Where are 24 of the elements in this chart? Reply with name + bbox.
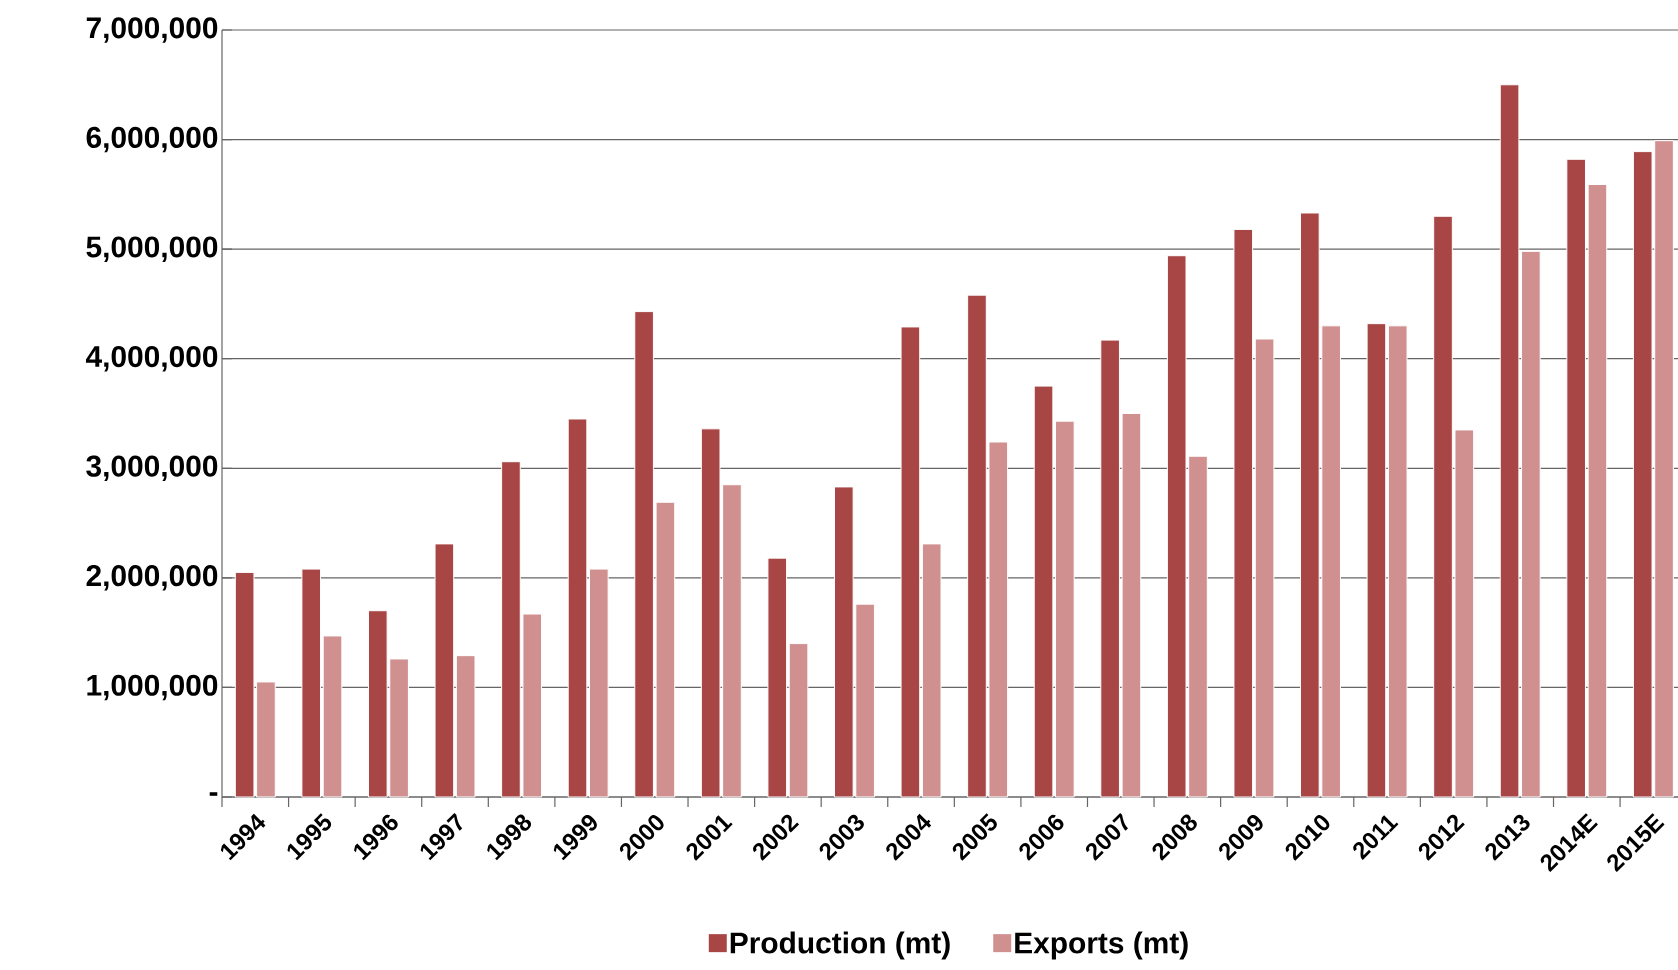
bar	[455, 655, 476, 798]
bar	[1233, 228, 1254, 798]
bar	[788, 643, 809, 798]
legend-label: Exports (mt)	[1015, 931, 1188, 960]
bar	[589, 568, 609, 798]
bar	[1366, 323, 1387, 798]
bar	[921, 543, 942, 798]
bar	[567, 418, 588, 798]
bar	[1254, 338, 1275, 798]
bar	[322, 635, 343, 798]
bar	[900, 326, 921, 798]
y-tick-label: -	[209, 792, 218, 796]
y-tick-label: 2,000,000	[86, 565, 218, 591]
y-tick-label: 3,000,000	[86, 455, 218, 482]
bar	[1387, 325, 1408, 798]
y-tick-label: 1,000,000	[87, 674, 218, 701]
y-tick-label: 6,000,000	[86, 126, 218, 153]
bar	[301, 568, 322, 798]
y-tick-label: 5,000,000	[86, 236, 218, 262]
bar	[767, 557, 788, 798]
legend-label: Production (mt)	[730, 931, 950, 960]
y-tick-label: 4,000,000	[85, 345, 218, 372]
y-tick-label: 7,000,000	[86, 17, 218, 43]
bar	[434, 543, 455, 798]
